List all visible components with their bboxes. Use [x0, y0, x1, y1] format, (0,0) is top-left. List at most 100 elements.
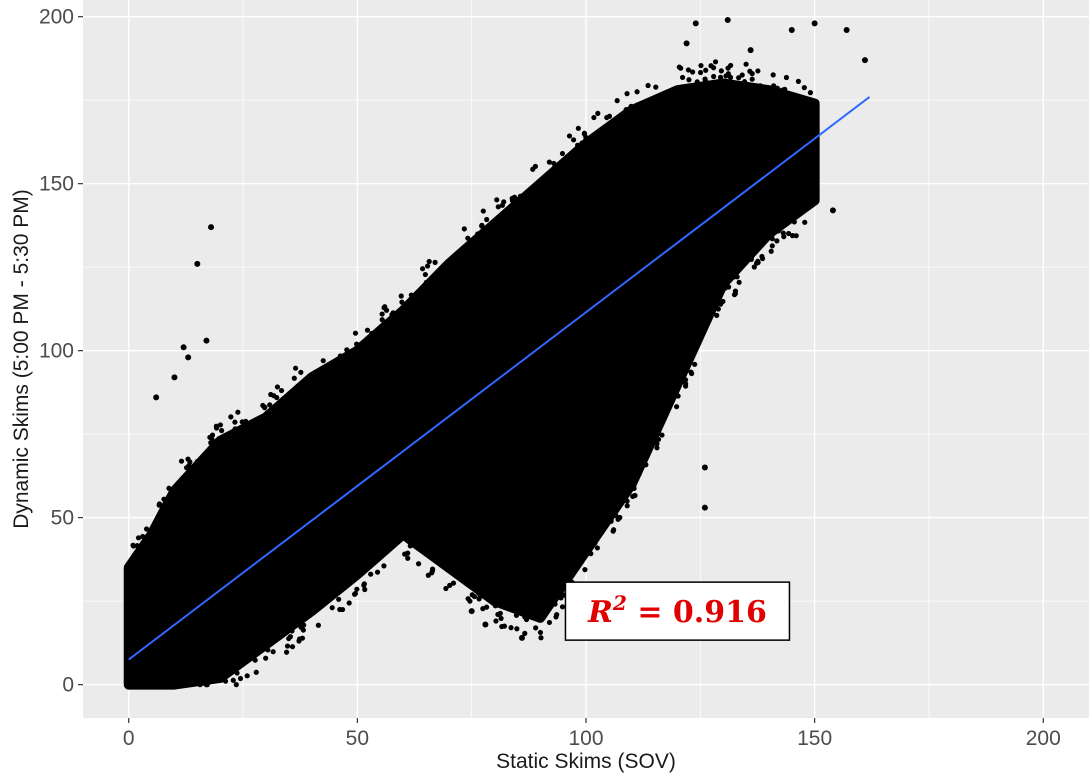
data-point	[497, 610, 503, 616]
data-point	[194, 260, 201, 267]
x-tick-label: 200	[1026, 727, 1061, 750]
r-squared-annotation: R2 = 0.916	[564, 581, 791, 641]
data-point	[774, 238, 780, 244]
data-point	[522, 614, 528, 620]
data-point	[171, 374, 178, 381]
data-point	[789, 233, 796, 239]
data-point	[289, 644, 296, 650]
y-tick-label: 0	[62, 674, 74, 697]
data-point	[725, 71, 731, 77]
data-point	[167, 682, 173, 688]
data-point	[710, 303, 716, 309]
data-point	[423, 279, 430, 285]
data-point	[739, 72, 745, 78]
data-point	[843, 27, 850, 34]
data-point	[720, 283, 726, 290]
data-point	[253, 669, 259, 675]
data-point	[495, 204, 501, 210]
data-point	[631, 485, 637, 492]
data-point	[517, 193, 524, 199]
data-point	[782, 86, 788, 92]
data-point	[465, 596, 471, 602]
data-point	[703, 67, 709, 73]
data-point	[482, 621, 489, 628]
data-point	[783, 74, 790, 81]
data-point	[676, 64, 682, 70]
data-point	[501, 199, 507, 205]
data-point	[203, 337, 210, 344]
data-point	[718, 68, 724, 74]
data-point	[757, 83, 763, 89]
data-point	[284, 643, 291, 649]
data-point	[354, 586, 360, 592]
data-point	[731, 274, 737, 280]
data-point	[382, 304, 388, 310]
data-point	[208, 224, 215, 231]
data-point	[701, 504, 708, 511]
data-point	[237, 675, 244, 682]
data-point	[615, 116, 622, 122]
data-point	[575, 142, 581, 148]
data-point	[461, 226, 467, 232]
data-point	[553, 614, 559, 620]
data-point	[264, 410, 270, 416]
data-point	[636, 471, 642, 477]
data-point	[354, 341, 360, 347]
data-point	[732, 290, 739, 297]
data-point	[724, 17, 731, 24]
x-tick-label: 100	[568, 727, 603, 750]
data-point	[329, 605, 335, 611]
data-point	[265, 647, 271, 653]
data-point	[161, 496, 167, 502]
data-point	[325, 597, 331, 603]
data-point	[402, 303, 409, 309]
data-point	[701, 464, 708, 471]
data-point	[719, 287, 725, 294]
y-axis-title: Dynamic Skims (5:00 PM - 5:30 PM)	[10, 189, 33, 529]
data-point	[726, 284, 732, 290]
data-point	[183, 465, 190, 471]
data-point	[343, 352, 350, 358]
data-point	[630, 493, 636, 500]
data-point	[768, 248, 774, 254]
data-point	[751, 264, 757, 270]
data-point	[194, 458, 200, 465]
data-point	[390, 310, 396, 316]
data-point	[559, 604, 566, 610]
data-point	[243, 423, 249, 429]
data-point	[582, 567, 588, 573]
data-point	[683, 40, 690, 47]
data-point	[586, 543, 592, 549]
data-point	[368, 571, 374, 577]
data-point	[694, 79, 700, 85]
data-point	[399, 299, 405, 305]
data-point	[592, 540, 598, 546]
data-point	[315, 622, 321, 628]
data-point	[499, 623, 505, 630]
data-point	[686, 77, 692, 83]
data-point	[829, 207, 836, 214]
data-point	[791, 219, 797, 225]
data-point	[769, 243, 775, 249]
y-tick-label: 100	[39, 340, 74, 363]
data-point	[180, 344, 187, 351]
data-point	[513, 606, 519, 612]
data-point	[185, 456, 191, 462]
data-point	[538, 635, 544, 641]
data-point	[252, 657, 258, 663]
data-point	[675, 393, 681, 399]
data-point	[133, 552, 139, 559]
data-point	[611, 527, 617, 533]
data-point	[140, 533, 146, 540]
data-point	[405, 555, 411, 561]
data-point	[208, 440, 214, 446]
data-point	[337, 353, 343, 359]
data-point	[364, 327, 371, 333]
data-point	[344, 347, 350, 353]
data-point	[567, 154, 573, 160]
r-symbol: R	[587, 595, 613, 630]
data-point	[600, 523, 606, 529]
x-axis-ticks: 0 50 100 150 200	[123, 718, 1061, 750]
data-point	[415, 561, 422, 567]
data-point	[140, 682, 146, 688]
